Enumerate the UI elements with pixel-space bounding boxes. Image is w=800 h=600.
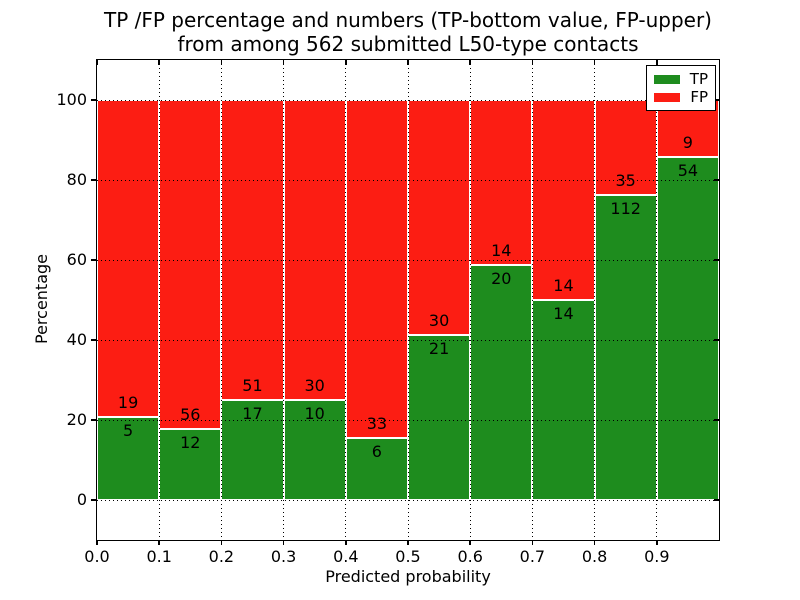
- x-tick-label: 0.3: [270, 547, 297, 566]
- y-tick-mark-right: [714, 419, 719, 421]
- x-tick-mark-top: [407, 60, 409, 65]
- y-tick-label: 40: [66, 330, 87, 349]
- bar-count-label-tp: 54: [677, 161, 699, 181]
- x-tick-mark: [469, 540, 471, 545]
- x-tick-mark-top: [531, 60, 534, 65]
- plot-area: 19 5 56 12 51 17 30 10 33 6 30 21 14 20 14 14 35 112 9 54 0.…: [56, 60, 719, 566]
- bar-segment-fp: [594, 100, 657, 196]
- x-tick-mark: [407, 540, 409, 545]
- x-tick-label: 0.1: [146, 547, 172, 566]
- x-tick-mark: [656, 540, 658, 545]
- bar-segment-fp: [97, 100, 160, 417]
- bar-segment-tp: [594, 195, 657, 500]
- bar-count-label-tp: 112: [610, 199, 641, 219]
- x-tick-mark: [220, 540, 223, 545]
- bar-count-label-tp: 12: [180, 433, 201, 453]
- x-tick-mark: [531, 540, 534, 545]
- x-tick-mark-top: [96, 60, 98, 65]
- x-tick-mark-top: [345, 60, 347, 65]
- x-tick-mark-top: [469, 60, 471, 65]
- x-tick-label: 0.8: [581, 547, 608, 566]
- bar-segment-tp: [656, 157, 719, 500]
- legend-label-fp: FP: [690, 88, 708, 106]
- plot-canvas: 19 5 56 12 51 17 30 10 33 6 30 21 14 20 14 14 35 112 9 54 0.…: [56, 60, 719, 566]
- bar-segment-tp: [532, 300, 595, 500]
- bar-count-label-tp: 20: [491, 268, 512, 288]
- bar-segment-fp: [345, 100, 408, 439]
- bar-segment-fp: [470, 100, 533, 265]
- bar-segment-tp: [345, 438, 408, 500]
- bar-segment-fp: [159, 100, 222, 430]
- legend-swatch-fp-icon: [654, 92, 680, 102]
- x-tick-mark: [282, 540, 285, 545]
- x-tick-mark: [593, 540, 596, 545]
- bar-count-label-fp: 56: [180, 405, 201, 425]
- bar-count-label-fp: 51: [242, 376, 263, 395]
- bar-segment-tp: [159, 429, 222, 500]
- bar-count-label-tp: 17: [242, 404, 263, 423]
- y-tick-label: 100: [56, 90, 87, 109]
- y-tick-mark-right: [714, 499, 719, 501]
- bar-segment-fp: [408, 100, 471, 336]
- x-tick-mark-top: [282, 60, 285, 65]
- x-tick-mark: [345, 540, 347, 545]
- bar-segment-fp: [221, 100, 284, 400]
- y-tick-label: 20: [66, 410, 87, 429]
- bar-count-label-fp: 9: [682, 133, 693, 153]
- legend-swatch-tp-icon: [654, 74, 680, 84]
- bar-count-label-fp: 14: [491, 240, 512, 260]
- bar-segment-fp: [532, 100, 595, 300]
- x-tick-mark-top: [593, 60, 596, 65]
- legend-label-tp: TP: [689, 70, 708, 88]
- x-tick-label: 0.4: [333, 547, 359, 566]
- bar-segment-tp: [470, 264, 533, 500]
- x-tick-mark-top: [158, 60, 160, 65]
- y-tick-mark: [90, 99, 96, 101]
- y-tick-mark: [90, 419, 96, 421]
- y-tick-label: 60: [66, 250, 87, 269]
- y-tick-mark: [90, 259, 96, 261]
- y-tick-label: 80: [66, 170, 87, 189]
- chart-title: TP /FP percentage and numbers (TP-bottom…: [97, 8, 719, 56]
- x-tick-mark: [96, 540, 98, 545]
- legend: TP FP: [646, 65, 716, 111]
- x-tick-label: 0.7: [519, 547, 546, 566]
- bar-count-label-tp: 10: [304, 404, 325, 423]
- bar-segment-tp: [283, 400, 346, 500]
- x-tick-label: 0.9: [644, 547, 670, 566]
- legend-item-fp: FP: [654, 89, 708, 105]
- y-tick-label: 0: [76, 490, 87, 509]
- bar-count-label-fp: 33: [366, 414, 388, 434]
- chart-title-line2: from among 562 submitted L50-type contac…: [177, 32, 639, 56]
- bar-segment-tp: [408, 335, 471, 500]
- y-tick-mark: [90, 339, 96, 341]
- bar-count-label-fp: 19: [117, 392, 139, 412]
- bar-count-label-fp: 35: [615, 171, 636, 191]
- x-axis-label: Predicted probability: [325, 567, 491, 586]
- y-tick-mark-right: [714, 339, 719, 341]
- bar-count-label-tp: 6: [371, 442, 382, 462]
- bar-segment-fp: [283, 100, 346, 400]
- bar-count-label-fp: 30: [428, 311, 450, 331]
- legend-item-tp: TP: [654, 71, 708, 87]
- bar-count-label-fp: 30: [304, 376, 325, 395]
- bar-count-label-tp: 14: [553, 304, 574, 323]
- y-tick-mark-right: [714, 259, 719, 261]
- x-tick-label: 0.6: [457, 547, 483, 566]
- chart-title-line1: TP /FP percentage and numbers (TP-bottom…: [104, 8, 712, 32]
- x-tick-label: 0.0: [84, 547, 110, 566]
- y-tick-mark: [90, 499, 96, 501]
- y-tick-mark: [90, 179, 96, 181]
- x-tick-label: 0.5: [395, 547, 421, 566]
- bar-segment-tp: [97, 416, 160, 500]
- x-tick-mark-top: [220, 60, 223, 65]
- bar-count-label-fp: 14: [553, 276, 574, 295]
- bar-count-label-tp: 21: [428, 339, 450, 359]
- x-tick-mark: [158, 540, 160, 545]
- y-tick-mark-right: [714, 179, 719, 181]
- x-tick-label: 0.2: [208, 547, 235, 566]
- bar-count-label-tp: 5: [123, 420, 134, 440]
